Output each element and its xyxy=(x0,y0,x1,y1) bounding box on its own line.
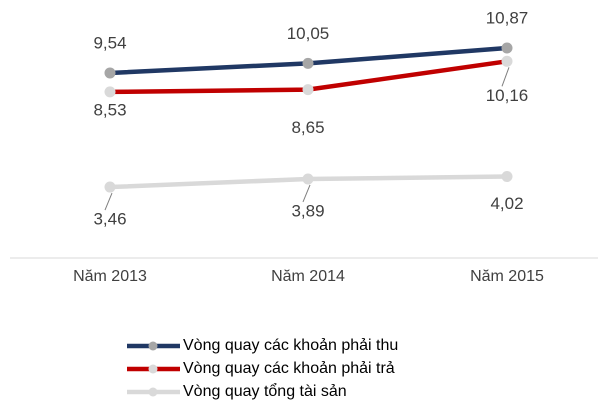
marker xyxy=(104,86,116,98)
data-label: 3,46 xyxy=(93,210,126,229)
legend-marker xyxy=(148,364,158,374)
leader-line xyxy=(104,192,113,211)
legend-label: Vòng quay các khoản phải trả xyxy=(183,360,395,377)
legend-label: Vòng quay các khoản phải thu xyxy=(183,337,398,354)
data-label: 10,05 xyxy=(287,24,330,43)
legend-marker xyxy=(148,387,158,397)
x-tick-label: Năm 2013 xyxy=(73,268,147,285)
marker xyxy=(501,171,513,183)
marker xyxy=(302,57,314,69)
legend-label: Vòng quay tổng tài sản xyxy=(183,382,347,400)
leader-line xyxy=(302,184,311,203)
leader-line xyxy=(501,67,510,87)
marker xyxy=(501,42,513,54)
marker xyxy=(302,173,314,185)
x-tick-label: Năm 2015 xyxy=(470,268,544,285)
data-label: 8,53 xyxy=(93,100,126,119)
data-label: 3,89 xyxy=(291,201,324,220)
marker xyxy=(501,55,513,67)
legend-marker xyxy=(148,341,158,351)
data-label: 9,54 xyxy=(93,33,126,52)
data-label: 10,87 xyxy=(486,8,529,27)
marker xyxy=(104,181,116,193)
x-tick-label: Năm 2014 xyxy=(271,268,345,285)
marker xyxy=(104,67,116,79)
data-label: 4,02 xyxy=(490,194,523,213)
marker xyxy=(302,84,314,96)
data-label: 8,65 xyxy=(291,118,324,137)
data-label: 10,16 xyxy=(486,86,529,105)
